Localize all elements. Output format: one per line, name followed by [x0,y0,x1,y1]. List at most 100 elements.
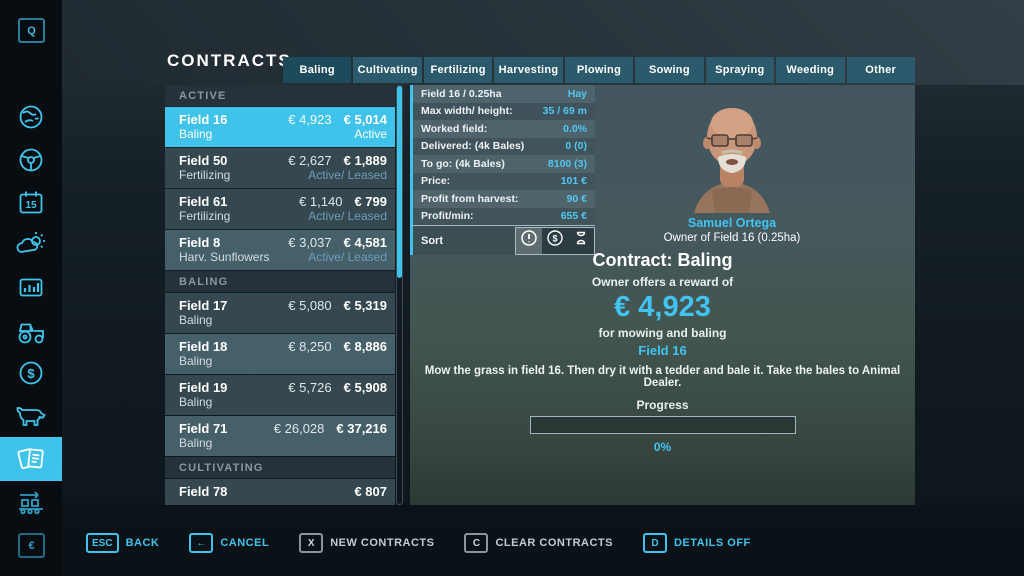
sidebar: Q 15 [0,0,62,576]
progress-label: Progress [636,398,689,412]
stat-value: 101 € [560,175,587,188]
contract-row-field61[interactable]: Field 61 € 1,140 € 799 Fertilizing Active/ … [165,189,395,229]
cancel-label: CANCEL [220,537,270,549]
bottom-bar: ESC BACK ← CANCEL X NEW CONTRACTS C CLEA… [86,533,751,553]
contract-type: Fertilizing [179,209,231,223]
tab-fertilizing[interactable]: Fertilizing [423,57,493,83]
contract-type: Baling [179,127,213,141]
details-off-button[interactable]: D DETAILS OFF [642,533,751,553]
sort-priority-button[interactable] [516,227,542,254]
tab-other[interactable]: Other [846,57,915,83]
sidebar-item-vehicles[interactable] [0,138,62,182]
stat-label: Max width/ height: [421,105,513,118]
contract-lease-reward: € 5,014 [343,112,387,127]
tractor-icon [15,316,47,346]
tab-sowing[interactable]: Sowing [635,57,704,83]
section-header-active: ACTIVE [165,85,395,106]
sidebar-item-map[interactable] [0,95,62,139]
map-icon [16,102,46,132]
contract-list: ACTIVE Field 16 € 4,923 € 5,014 Baling Acti… [165,85,395,505]
contract-row-field78[interactable]: Field 78 € 807 [165,479,395,505]
back-button[interactable]: ESC BACK [86,533,159,553]
sidebar-item-calendar[interactable]: 15 [0,181,62,225]
category-tabs: Baling Cultivating Fertilizing Harvestin… [283,57,915,83]
contract-reward: € 4,923 [288,112,332,127]
stat-value: Hay [567,87,587,100]
tab-cultivating[interactable]: Cultivating [353,57,422,83]
stat-label: Worked field: [421,122,488,135]
stat-row: Price: 101 € [413,172,595,190]
contract-type: Baling [179,313,213,327]
sort-money-button[interactable]: $ [542,227,568,254]
menu-hotkey-q: Q [18,18,45,43]
tab-weeding[interactable]: Weeding [776,57,845,83]
sidebar-item-weather[interactable] [0,223,62,267]
contract-type: Fertilizing [179,168,231,182]
contract-status: Active/ Leased [308,168,387,182]
stat-value: 0 (0) [565,140,587,153]
contract-row-field8[interactable]: Field 8 € 3,037 € 4,581 Harv. Sunflowers Ac… [165,230,395,270]
list-scrollbar[interactable] [396,85,403,505]
clear-contracts-label: CLEAR CONTRACTS [495,537,613,549]
contract-row-field16[interactable]: Field 16 € 4,923 € 5,014 Baling Active [165,107,395,147]
contract-row-field71[interactable]: Field 71 € 26,028 € 37,216 Baling [165,416,395,456]
new-contracts-button[interactable]: X NEW CONTRACTS [299,533,434,553]
owner-portrait [652,89,812,213]
bottom-band [62,505,1024,576]
sidebar-item-contracts[interactable] [0,437,62,481]
c-keycap: C [464,533,489,553]
stat-row: Max width/ height: 35 / 69 m [413,102,595,120]
owner-subtitle: Owner of Field 16 (0.25ha) [663,232,801,244]
contract-summary: Contract: Baling Owner offers a reward o… [410,250,915,454]
contract-lease-reward: € 5,908 [343,380,387,395]
sidebar-item-animals[interactable] [0,394,62,438]
sidebar-item-finances[interactable]: $ [0,351,62,395]
stat-row: To go: (4k Bales) 8100 (3) [413,155,595,173]
contract-status: Active [354,127,387,141]
tab-baling[interactable]: Baling [283,57,352,83]
sidebar-item-production[interactable] [0,480,62,524]
contract-detail-panel: Field 16 / 0.25ha Hay Max width/ height: 3… [410,85,915,505]
tab-harvesting[interactable]: Harvesting [494,57,563,83]
cancel-button[interactable]: ← CANCEL [189,533,269,553]
contract-row-field19[interactable]: Field 19 € 5,726 € 5,908 Baling [165,375,395,415]
sidebar-item-statistics[interactable] [0,266,62,310]
statistics-icon [16,273,46,303]
production-icon [15,487,47,517]
contract-lease-reward: € 1,889 [343,153,387,168]
contract-reward-intro: Owner offers a reward of [591,275,734,289]
contract-lease-reward: € 37,216 [336,421,387,436]
stat-value: 0.0% [563,122,587,135]
page-title: CONTRACTS [167,51,292,70]
stat-row: Worked field: 0.0% [413,120,595,138]
sidebar-item-garage[interactable] [0,309,62,353]
steering-wheel-icon [16,145,46,175]
tab-plowing[interactable]: Plowing [564,57,634,83]
back-label: BACK [125,537,160,549]
contract-field: Field 17 [179,298,228,313]
contract-row-field18[interactable]: Field 18 € 8,250 € 8,886 Baling [165,334,395,374]
contract-reward: € 8,250 [288,339,332,354]
contract-reward-for: for mowing and baling [598,326,727,340]
menu-hotkey-euro-label: € [28,539,35,552]
new-contracts-label: NEW CONTRACTS [330,537,435,549]
clear-contracts-button[interactable]: C CLEAR CONTRACTS [464,533,613,553]
menu-hotkey-euro: € [18,533,45,558]
contract-row-field17[interactable]: Field 17 € 5,080 € 5,319 Baling [165,293,395,333]
sort-label: Sort [421,234,443,247]
list-scrollbar-thumb[interactable] [397,86,402,279]
section-header-baling: BALING [165,271,395,292]
sort-time-button[interactable] [568,227,594,254]
esc-keycap: ESC [86,533,119,553]
contract-reward: € 3,037 [288,235,332,250]
contract-field: Field 16 [179,112,228,127]
tab-spraying[interactable]: Spraying [705,57,775,83]
backspace-keycap: ← [189,533,214,553]
contract-row-field50[interactable]: Field 50 € 2,627 € 1,889 Fertilizing Active… [165,148,395,188]
contract-field: Field 71 [179,421,228,436]
stat-row: Delivered: (4k Bales) 0 (0) [413,137,595,155]
contract-field: Field 8 [179,235,221,250]
contract-field: Field 50 [179,153,228,168]
stat-value: 8100 (3) [547,157,587,170]
